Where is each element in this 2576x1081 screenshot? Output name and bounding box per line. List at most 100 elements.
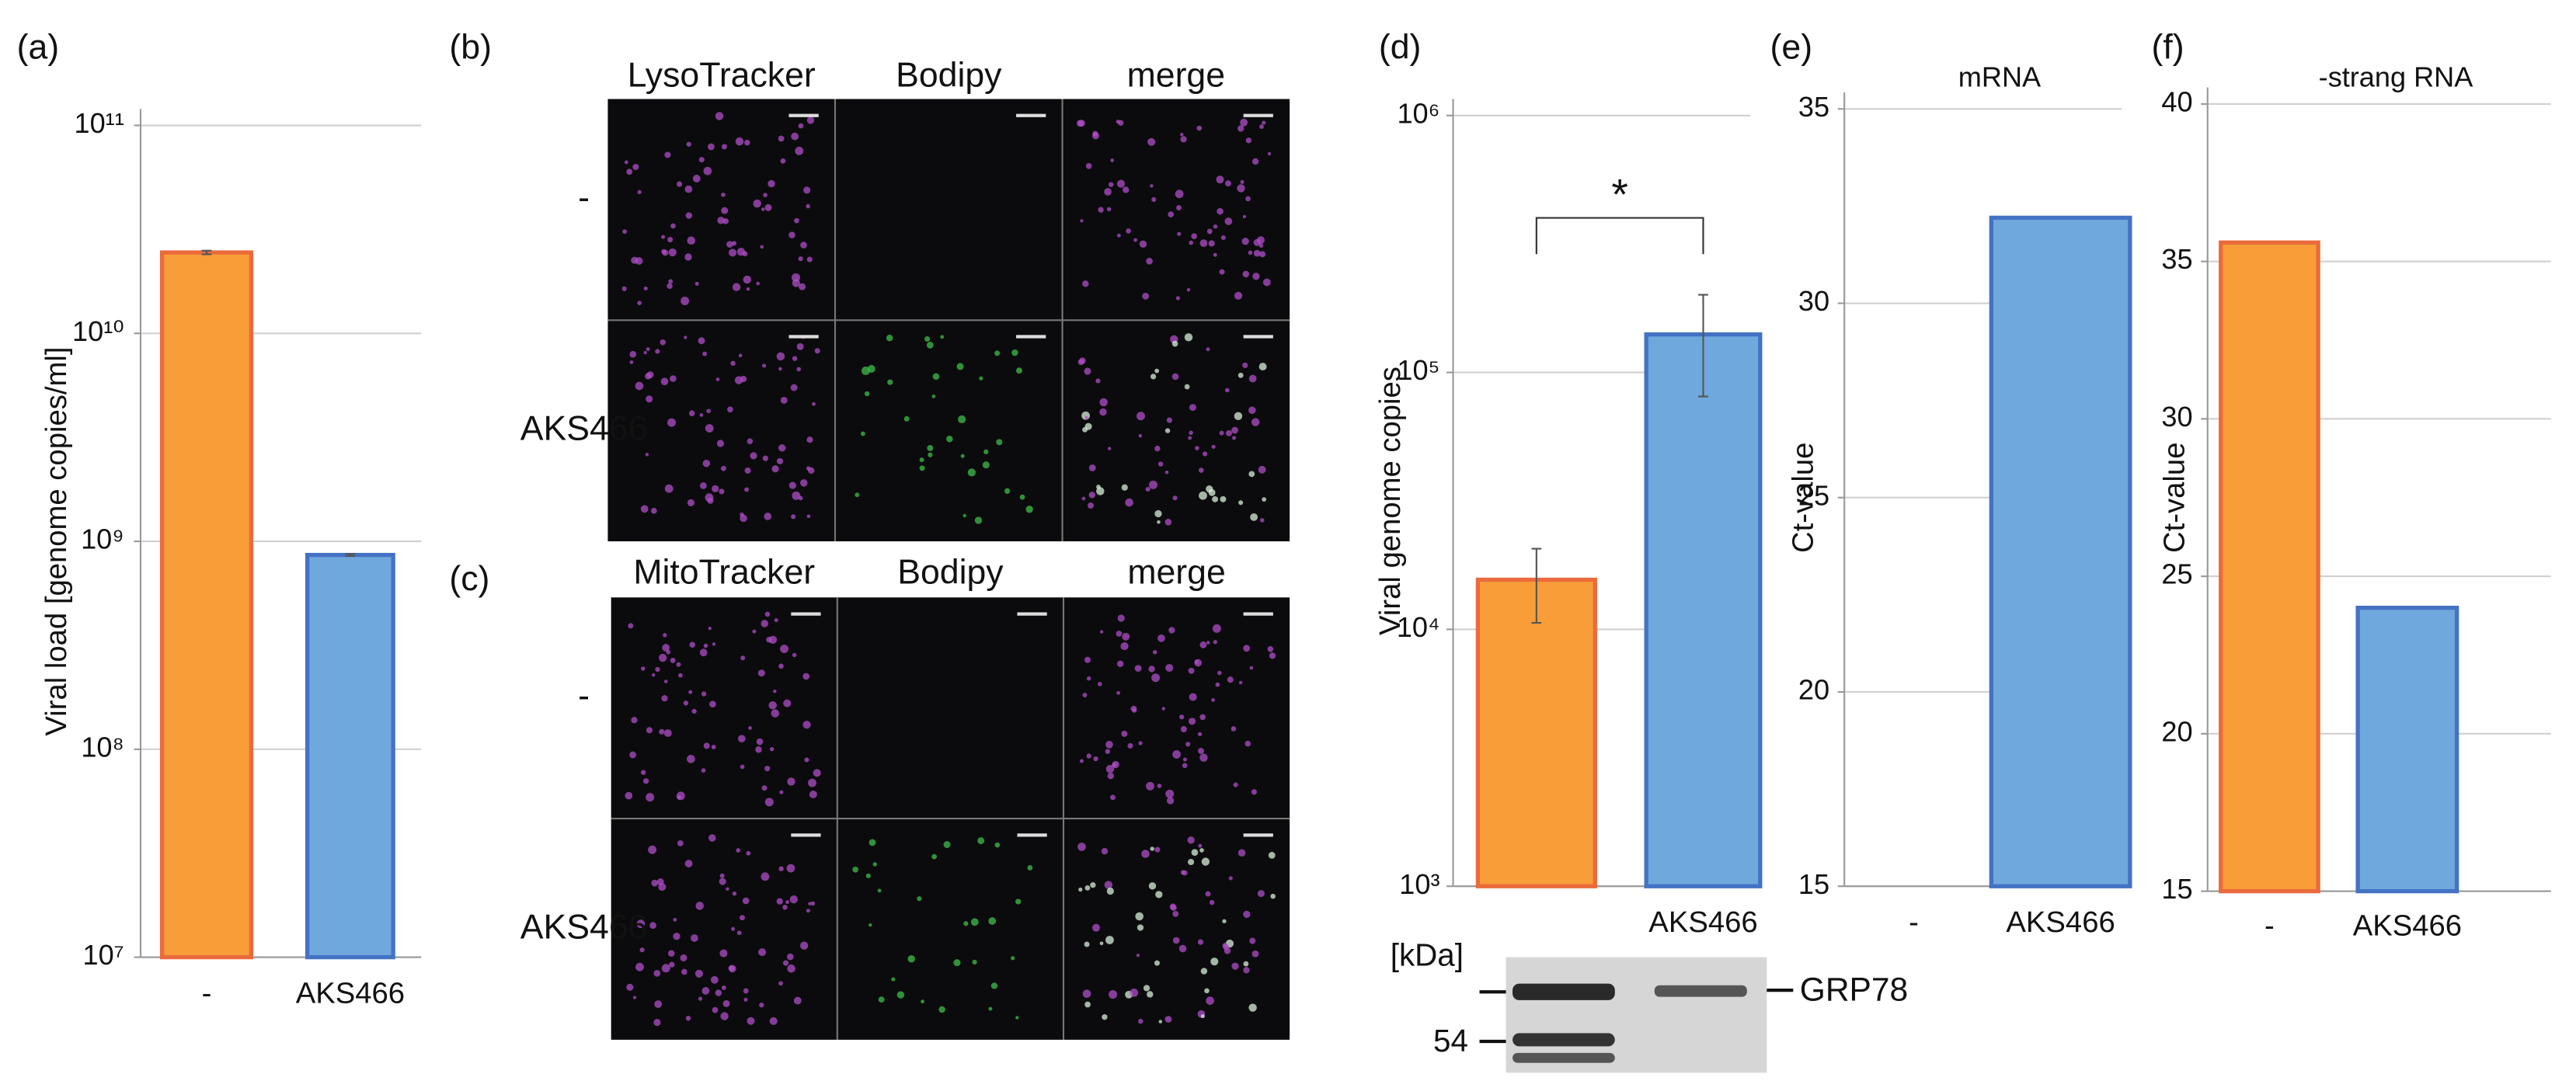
cell-signal [1099, 408, 1107, 416]
cell-signal [1184, 384, 1190, 390]
cell-signal [720, 465, 726, 471]
cell-signal [982, 461, 990, 469]
x-tick-label: AKS466 [2006, 905, 2115, 939]
cell-signal [1257, 236, 1265, 245]
cell-signal [752, 629, 757, 634]
y-axis-label: Viral genome copies [1373, 367, 1407, 635]
cell-signal [711, 745, 716, 749]
panel-label: (d) [1379, 29, 1422, 67]
cell-signal [1082, 280, 1089, 287]
cell-signal [855, 492, 860, 498]
cell-signal [670, 375, 677, 382]
cell-signal [639, 947, 645, 953]
cell-signal [1197, 732, 1203, 736]
cell-signal [1198, 748, 1204, 754]
cell-signal [940, 335, 945, 339]
cell-signal [1164, 428, 1171, 433]
cell-signal [1165, 789, 1175, 798]
cell-signal [625, 791, 633, 800]
cell-signal [1107, 447, 1112, 450]
cell-signal [956, 363, 964, 370]
cell-signal [869, 923, 872, 927]
cell-signal [706, 408, 711, 414]
cell-signal [1237, 184, 1245, 193]
cell-signal [1248, 406, 1256, 415]
cell-signal [685, 1016, 691, 1021]
cell-signal [1093, 756, 1098, 762]
cell-signal [1165, 663, 1174, 672]
cell-signal [806, 116, 815, 124]
cell-signal [1168, 211, 1175, 217]
cell-signal [688, 410, 695, 416]
cell-signal [1110, 794, 1116, 801]
cell-signal [1148, 666, 1155, 673]
cell-signal [744, 140, 750, 146]
cell-signal [943, 841, 951, 849]
x-tick-label: AKS466 [1648, 905, 1757, 939]
cell-signal [792, 652, 797, 658]
cell-signal [1182, 763, 1188, 769]
cell-signal [1091, 923, 1100, 932]
cell-signal [1147, 991, 1154, 998]
cell-signal [1211, 444, 1216, 449]
cell-signal [755, 746, 762, 753]
cell-signal [926, 341, 934, 349]
cell-signal [710, 975, 719, 984]
cell-signal [1199, 753, 1208, 762]
cell-signal [719, 873, 725, 878]
cell-signal [1082, 426, 1088, 433]
cell-signal [972, 959, 977, 965]
cell-signal [663, 680, 668, 683]
cell-signal [877, 888, 882, 893]
cell-signal [891, 977, 896, 982]
cell-signal [1130, 988, 1139, 997]
cell-signal [699, 413, 704, 417]
cell-signal [1088, 502, 1094, 509]
cell-signal [656, 878, 664, 885]
cell-signal [1251, 950, 1259, 958]
cell-signal [970, 918, 979, 926]
cell-signal [1150, 374, 1157, 380]
cell-signal [1257, 890, 1265, 898]
cell-signal [771, 709, 780, 718]
cell-signal [692, 175, 701, 182]
cell-signal [994, 842, 1001, 848]
cell-signal [1141, 850, 1150, 858]
cell-signal [931, 395, 936, 398]
cell-signal [806, 203, 810, 209]
column-header: LysoTracker [628, 57, 816, 95]
cell-signal [708, 834, 716, 842]
cell-signal [694, 969, 703, 978]
cell-signal [756, 738, 764, 746]
cell-signal [722, 999, 730, 1007]
cell-signal [1234, 291, 1243, 300]
cell-signal [661, 249, 667, 255]
cell-signal [732, 283, 741, 291]
cell-signal [808, 902, 812, 905]
cell-signal [1164, 519, 1172, 526]
y-tick-label: 10¹⁰ [72, 315, 124, 347]
cell-signal [629, 360, 634, 364]
cell-signal [963, 921, 969, 926]
y-tick-label: 10⁵ [1397, 354, 1439, 386]
cell-signal [780, 396, 788, 404]
cell-signal [1096, 487, 1105, 495]
y-tick-label: 10³ [1399, 868, 1439, 900]
cell-signal [798, 256, 803, 262]
cell-signal [1267, 646, 1274, 652]
cell-signal [787, 777, 795, 786]
cell-signal [1166, 797, 1175, 805]
cell-signal [927, 444, 934, 451]
cell-signal [747, 1017, 755, 1025]
cell-signal [1151, 196, 1157, 202]
cell-signal [1206, 347, 1210, 352]
cell-signal [1182, 757, 1187, 762]
cell-signal [786, 864, 795, 873]
cell-signal [1116, 660, 1124, 668]
cell-signal [1180, 725, 1187, 733]
cell-signal [946, 435, 953, 443]
cell-signal [1137, 924, 1144, 931]
annotation: * [1611, 171, 1628, 219]
cell-signal [1148, 882, 1157, 890]
cell-signal [787, 965, 795, 973]
